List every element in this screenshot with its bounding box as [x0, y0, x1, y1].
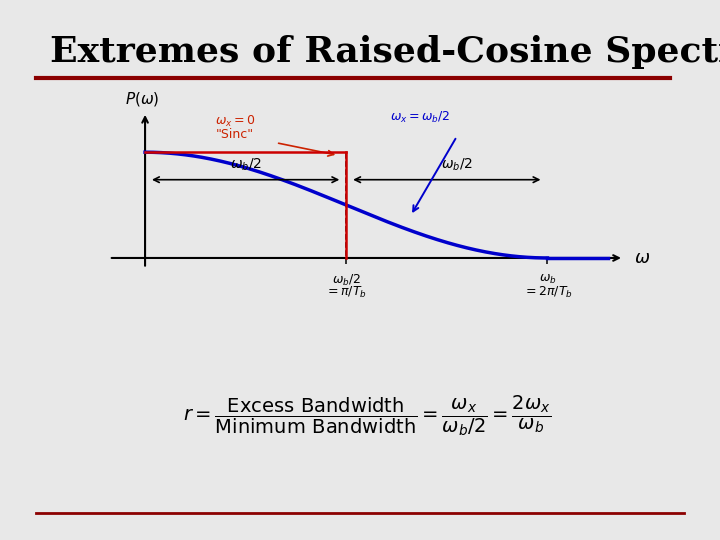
Text: Extremes of Raised-Cosine Spectra: Extremes of Raised-Cosine Spectra [50, 35, 720, 69]
Text: $\omega_x = 0$: $\omega_x = 0$ [215, 114, 256, 129]
Text: "Sinc": "Sinc" [215, 127, 253, 140]
Text: $r = \dfrac{\mathrm{Excess\ Bandwidth}}{\mathrm{Minimum\ Bandwidth}}= \dfrac{\om: $r = \dfrac{\mathrm{Excess\ Bandwidth}}{… [183, 394, 552, 438]
Text: $=\pi/T_b$: $=\pi/T_b$ [325, 285, 367, 300]
Text: $\omega$: $\omega$ [634, 249, 650, 267]
Text: $\omega_b/2$: $\omega_b/2$ [332, 273, 361, 288]
Text: $=2\pi/T_b$: $=2\pi/T_b$ [523, 285, 572, 300]
Text: $\omega_b$: $\omega_b$ [539, 273, 557, 286]
Text: $\omega_b/2$: $\omega_b/2$ [441, 157, 473, 173]
Text: $P(\omega)$: $P(\omega)$ [125, 90, 159, 108]
Text: $\omega_x = \omega_b/2$: $\omega_x = \omega_b/2$ [390, 110, 451, 125]
Text: $\omega_b/2$: $\omega_b/2$ [230, 157, 261, 173]
